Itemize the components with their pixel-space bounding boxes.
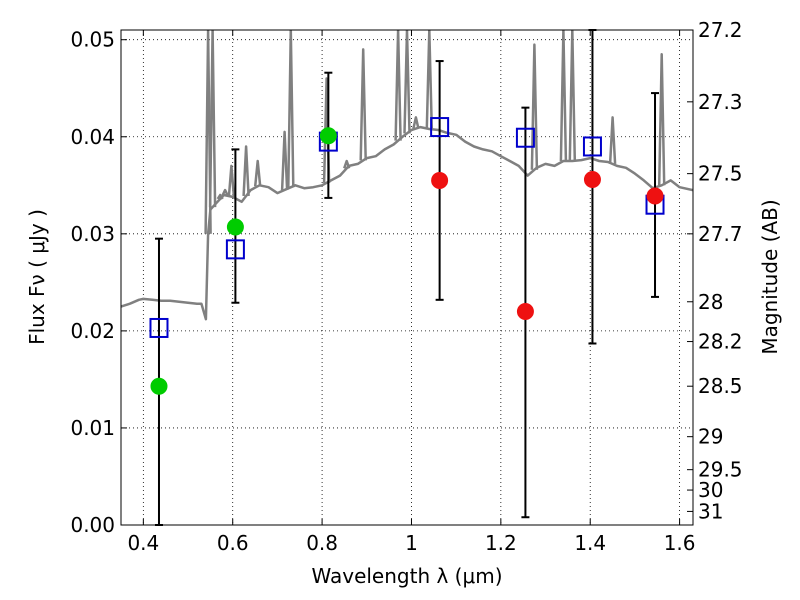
x-tick-label: 1.2 xyxy=(485,531,517,555)
x-tick-label: 0.8 xyxy=(306,531,338,555)
y-tick-label: 0.01 xyxy=(70,416,115,440)
x-tick-label: 0.6 xyxy=(217,531,249,555)
model-bandpass-box xyxy=(515,127,535,148)
right-axis-label: Magnitude (AB) xyxy=(758,199,782,354)
model-bandpass-box xyxy=(149,317,169,338)
observed-point xyxy=(150,377,168,395)
right-tick-label: 28 xyxy=(698,290,723,314)
emission-line xyxy=(221,188,229,196)
emission-line xyxy=(227,164,236,197)
emission-line xyxy=(242,145,250,197)
y-tick-label: 0.04 xyxy=(70,125,115,149)
right-tick-label: 28.5 xyxy=(698,374,743,398)
emission-line xyxy=(359,48,367,161)
emission-line xyxy=(657,53,666,186)
observed-point xyxy=(646,187,664,205)
y-tick-label: 0.05 xyxy=(70,28,115,52)
emission-line xyxy=(608,116,617,164)
model-bandpass-box xyxy=(225,239,245,260)
x-tick-label: 1.6 xyxy=(664,531,696,555)
right-tick-label: 27.2 xyxy=(698,18,743,42)
right-tick-label: 29.5 xyxy=(698,458,743,482)
emission-line xyxy=(216,193,224,200)
right-tick-label: 31 xyxy=(698,499,723,523)
x-tick-label: 0.4 xyxy=(127,531,159,555)
model-bandpass-box xyxy=(582,136,602,157)
observed-points xyxy=(150,127,664,395)
emission-line xyxy=(287,30,295,188)
observed-point xyxy=(516,302,534,320)
plot-background xyxy=(121,30,693,525)
x-tick-label: 1.4 xyxy=(574,531,606,555)
y-axis-ticks: 0.00 0.01 0.02 0.03 0.04 0.05 xyxy=(70,28,127,537)
x-tick-label: 1 xyxy=(405,531,418,555)
observed-point xyxy=(226,218,244,236)
right-tick-label: 30 xyxy=(698,478,723,502)
observed-point xyxy=(431,171,449,189)
emission-line xyxy=(403,30,411,134)
observed-point xyxy=(319,127,337,145)
right-tick-label: 27.7 xyxy=(698,222,743,246)
right-tick-label: 27.3 xyxy=(698,90,743,114)
right-tick-label: 28.2 xyxy=(698,330,743,354)
y-tick-label: 0.02 xyxy=(70,319,115,343)
x-axis-label: Wavelength λ (μm) xyxy=(311,564,502,588)
emission-line xyxy=(559,30,568,162)
emission-line xyxy=(425,30,434,130)
emission-line xyxy=(568,30,577,162)
emission-line xyxy=(253,159,262,187)
observed-point xyxy=(583,170,601,188)
right-tick-label: 27.5 xyxy=(698,162,743,186)
emission-line xyxy=(280,130,289,191)
x-axis-ticks: 0.4 0.6 0.8 1 1.2 1.4 1.6 xyxy=(127,30,696,555)
plot-frame xyxy=(120,29,694,526)
emission-line xyxy=(343,159,351,169)
y-tick-label: 0.03 xyxy=(70,222,115,246)
y-axis-label: Flux Fν ( μJy ) xyxy=(25,209,49,345)
emission-line xyxy=(394,30,402,141)
model-spectrum xyxy=(121,30,693,321)
emission-line xyxy=(412,116,420,129)
model-bandpass-box xyxy=(430,117,450,138)
model-spectrum-line xyxy=(121,125,693,321)
emission-line xyxy=(208,30,217,208)
y-tick-label: 0.00 xyxy=(70,513,115,537)
right-tick-label: 29 xyxy=(698,425,723,449)
